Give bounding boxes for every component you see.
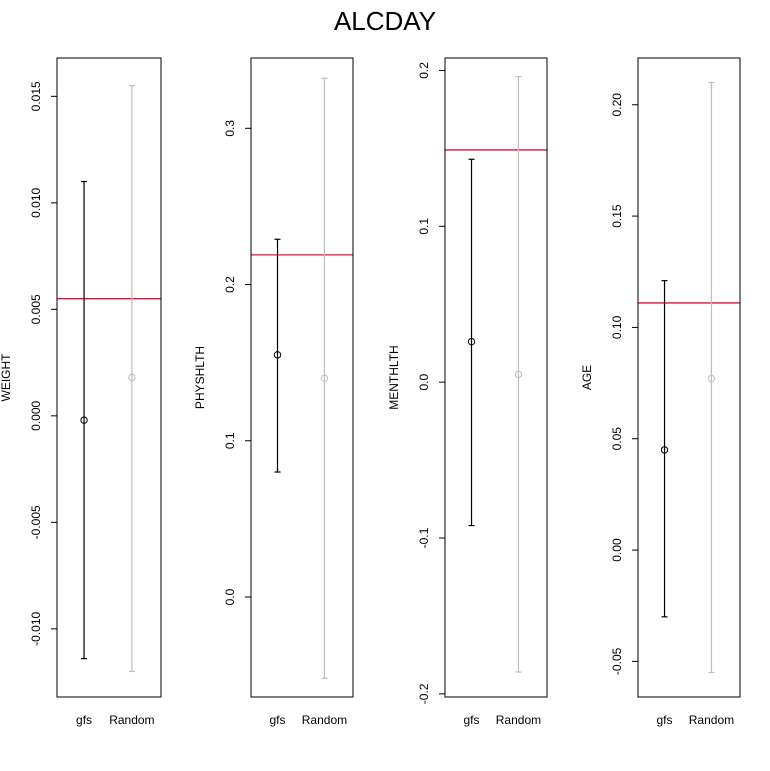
panel-1-ytick-label: 0.015: [29, 81, 43, 111]
panel-4-xtick-label: gfs: [657, 713, 673, 727]
panel-2-xtick-label: Random: [302, 713, 347, 727]
panel-2-frame: [250, 57, 354, 698]
panel-4-ylabel: AGE: [580, 365, 594, 390]
panel-1-xtick-label: gfs: [76, 713, 92, 727]
panel-3-ytick-label: 0.0: [417, 374, 431, 391]
panel-2-ytick-label: 0.1: [223, 432, 237, 449]
panel-4-ytick-label: 0.20: [610, 93, 624, 117]
panel-3-ylabel: MENTHLTH: [387, 345, 401, 409]
panel-4-random-point: [707, 374, 716, 383]
panel-1-ytick-label: 0.010: [29, 188, 43, 218]
panel-3-xtick-label: gfs: [464, 713, 480, 727]
panel-2-gfs-point: [273, 351, 282, 359]
panel-2-random-point: [320, 374, 329, 382]
panel-3-random-point: [514, 370, 523, 379]
chart-title: ALCDAY: [333, 6, 437, 36]
panel-3-ytick-label: 0.2: [417, 62, 431, 79]
panel-3-ytick-label: -0.1: [417, 527, 431, 548]
panel-4-frame: [637, 57, 741, 698]
panel-3-ytick-label: 0.1: [417, 218, 431, 235]
panel-4-ytick-label: -0.05: [610, 647, 624, 675]
panel-2-xtick-label: gfs: [270, 713, 286, 727]
panel-3-ytick-label: -0.2: [417, 683, 431, 704]
panel-1-frame: [56, 57, 162, 698]
panel-1-ytick-label: -0.005: [29, 505, 43, 539]
panel-3-frame: [444, 57, 548, 698]
panel-3-gfs-point: [467, 337, 476, 346]
panel-2-ylabel: PHYSHLTH: [193, 346, 207, 409]
panel-1-gfs-point: [80, 416, 88, 424]
panel-1-xtick-label: Random: [109, 713, 154, 727]
panel-1-ytick-label: 0.005: [29, 294, 43, 324]
panel-1-random-point: [128, 373, 136, 382]
panel-2-ytick-label: 0.0: [223, 588, 237, 605]
panel-1-ylabel: WEIGHT: [0, 353, 13, 402]
panel-3-xtick-label: Random: [496, 713, 541, 727]
panel-2-ytick-label: 0.3: [223, 120, 237, 137]
panel-4-ytick-label: 0.05: [610, 427, 624, 451]
panel-4-gfs-point: [660, 446, 669, 454]
panel-1-ytick-label: 0.000: [29, 401, 43, 431]
panel-1-ytick-label: -0.010: [29, 612, 43, 646]
panel-4-ytick-label: 0.15: [610, 204, 624, 228]
panel-4-ytick-label: 0.10: [610, 315, 624, 339]
panel-4-ytick-label: 0.00: [610, 538, 624, 562]
panel-4-xtick-label: Random: [689, 713, 734, 727]
panel-2-ytick-label: 0.2: [223, 276, 237, 293]
